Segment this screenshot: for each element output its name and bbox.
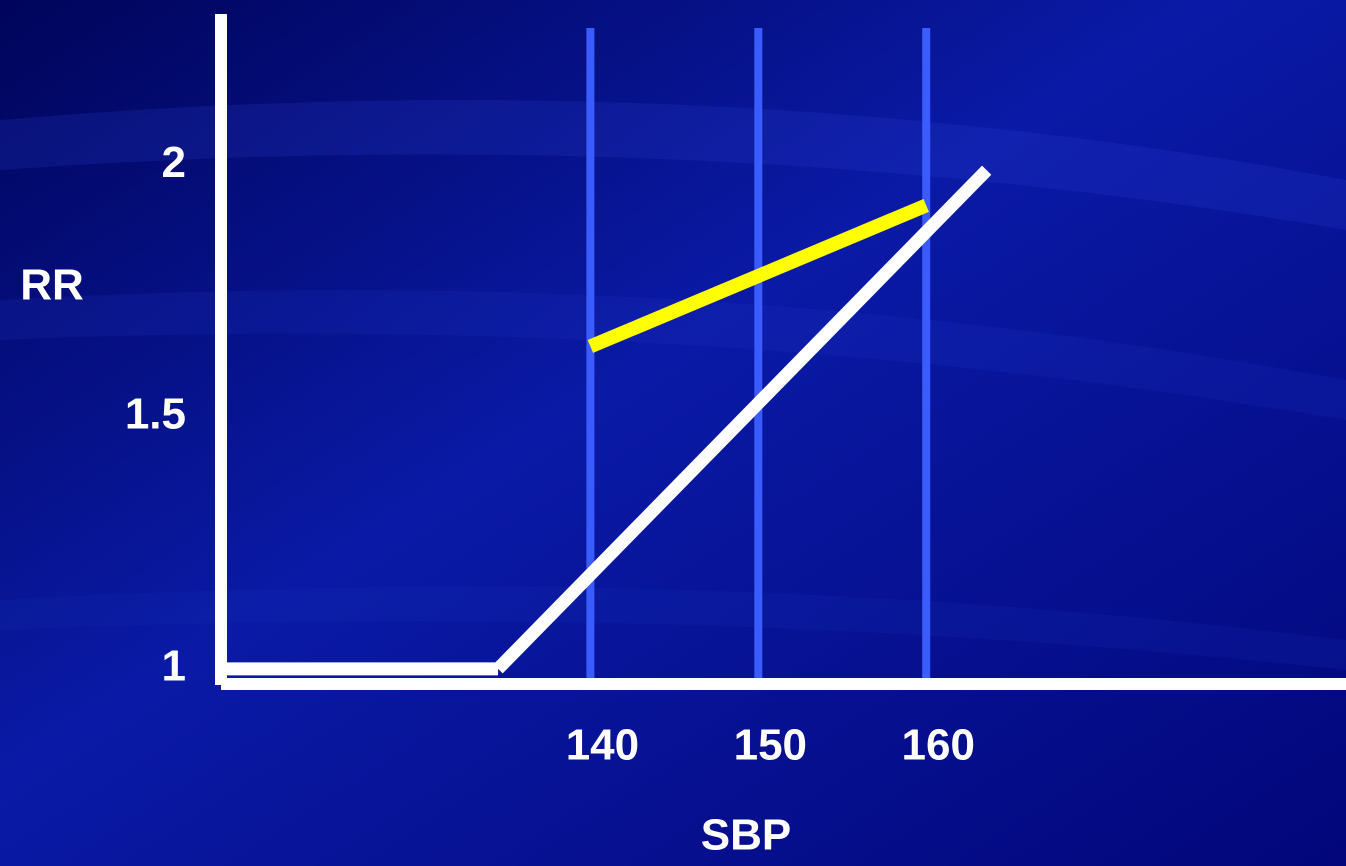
- axes: [215, 14, 1346, 690]
- x-tick-label-150: 150: [734, 721, 807, 770]
- y-tick-label-1-5: 1.5: [125, 390, 186, 439]
- y-tick-labels: 11.52: [125, 138, 186, 691]
- y-tick-label-1: 1: [162, 642, 186, 691]
- yellow-series-segment-0: [587, 198, 929, 353]
- x-tick-label-140: 140: [566, 721, 639, 770]
- x-tick-labels: 140 150 160: [566, 721, 975, 770]
- series-layer: [221, 165, 992, 676]
- background-streaks: [0, 100, 1346, 670]
- x-tick-label-160: 160: [902, 721, 975, 770]
- y-axis-label: RR: [20, 261, 84, 310]
- y-tick-label-2: 2: [162, 138, 186, 187]
- white-series-segment-1: [493, 165, 992, 674]
- x-axis-label: SBP: [701, 811, 791, 860]
